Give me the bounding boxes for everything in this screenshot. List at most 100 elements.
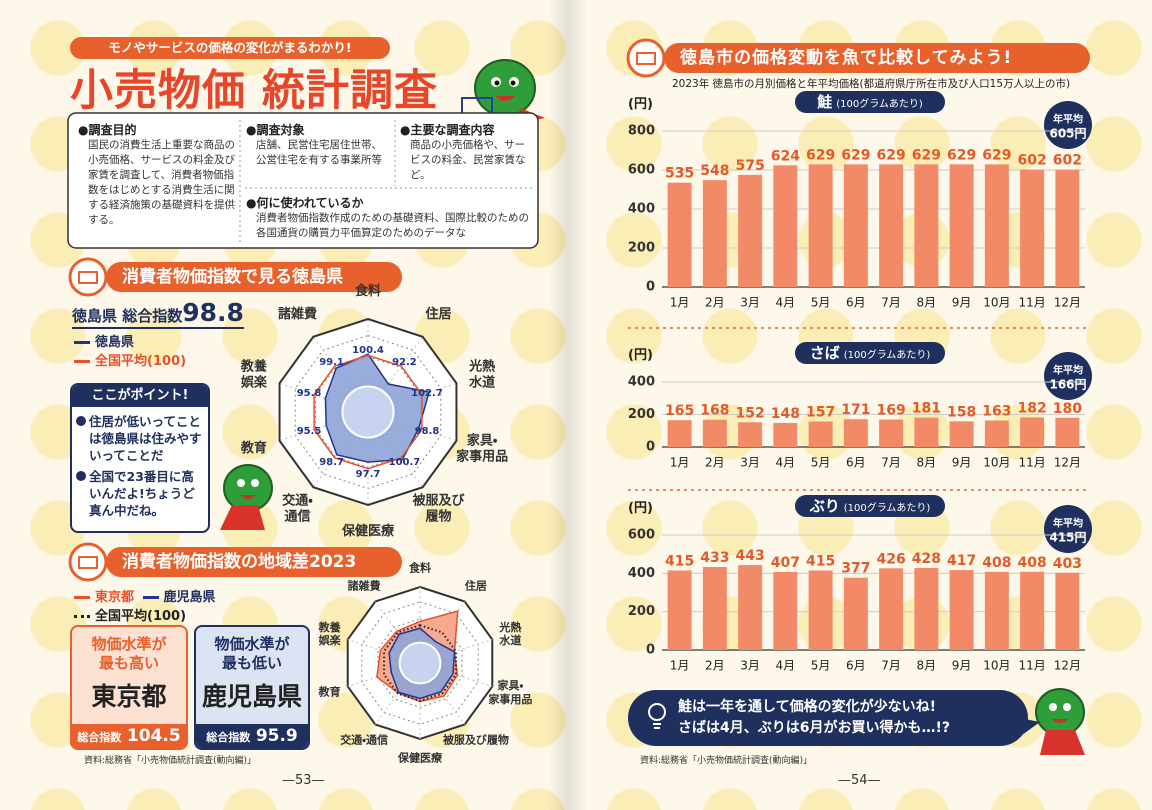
value-label: 180: [1053, 401, 1082, 417]
radar-axis-label: 交通・ 通信: [282, 493, 313, 525]
x-tick-label: 3月: [740, 296, 760, 310]
legend-label: 全国平均(100): [95, 609, 187, 624]
x-tick-label: 11月: [1018, 659, 1045, 673]
bar: [702, 419, 727, 447]
bar: [879, 164, 904, 287]
page-fold: [548, 0, 588, 810]
chart-title-text: さば: [809, 344, 840, 362]
x-tick-label: 11月: [1018, 456, 1045, 470]
value-label: 602: [1053, 153, 1082, 169]
region-card: 物価水準が 最も高い 東京都 総合指数 104.5: [70, 625, 188, 750]
page-title: 小売物価 統計調査: [70, 66, 438, 116]
chart-title: さば (100グラムあたり): [795, 342, 945, 364]
bar: [738, 565, 763, 650]
average-badge: [1044, 352, 1092, 400]
total-label: 徳島県 総合指数: [72, 307, 183, 325]
radar-value-label: 99.1: [319, 357, 344, 368]
index-value: 95.9: [255, 726, 298, 746]
radar-axis-label: 保健医療: [398, 751, 442, 765]
x-tick-label: 1月: [670, 456, 690, 470]
chart-subtitle: (100グラムあたり): [843, 350, 931, 361]
radar-axis-label: 教育: [240, 441, 267, 457]
average-label: 年平均: [1053, 114, 1083, 126]
chart-title: ぶり (100グラムあたり): [795, 495, 945, 517]
x-tick-label: 4月: [776, 456, 796, 470]
point-text: 住居が低いってことは徳島県は住みやすいってことだ: [89, 414, 202, 463]
bulb-icon: [648, 703, 666, 729]
radar-series: [313, 354, 423, 470]
value-label: 415: [806, 553, 835, 569]
page-number: —54—: [838, 773, 881, 788]
info-box: [67, 112, 539, 249]
x-tick-label: 12月: [1054, 296, 1081, 310]
average-value: 605円: [1049, 126, 1087, 141]
radar-value-label: 98.8: [415, 426, 440, 437]
x-tick-label: 3月: [740, 456, 760, 470]
point-text: 全国で23番目に高いんだよ!ちょうど真ん中だね。: [89, 469, 195, 518]
value-label: 629: [912, 147, 941, 163]
source: 資料:総務省「小売物価統計調査(動向編)」: [84, 756, 257, 766]
legend-label: 鹿児島県: [163, 590, 216, 605]
bar: [773, 165, 798, 287]
x-tick-label: 9月: [952, 659, 972, 673]
radar-value-label: 100.4: [352, 345, 384, 356]
bar: [984, 420, 1009, 447]
value-label: 168: [700, 403, 729, 419]
bar: [984, 164, 1009, 287]
y-tick-label: 0: [646, 643, 655, 658]
total-index: 徳島県 総合指数98.8: [72, 298, 244, 329]
legend-swatch: [74, 615, 90, 618]
value-label: 575: [736, 158, 765, 174]
x-tick-label: 9月: [952, 456, 972, 470]
radar-value-label: 95.8: [297, 388, 322, 399]
value-label: 157: [806, 404, 835, 420]
x-tick-label: 7月: [881, 659, 901, 673]
info-heading: ●調査対象: [246, 123, 305, 137]
bar: [914, 164, 939, 287]
bar: [702, 567, 727, 650]
value-label: 426: [877, 551, 906, 567]
x-tick-label: 6月: [846, 296, 866, 310]
basket-icon: [68, 257, 108, 297]
index-label: 総合指数: [77, 731, 122, 744]
region-card: 物価水準が 最も低い 鹿児島県 総合指数 95.9: [194, 625, 310, 750]
value-label: 158: [947, 404, 976, 420]
bar: [808, 164, 833, 287]
basket-icon: [626, 38, 666, 78]
x-tick-label: 11月: [1018, 296, 1045, 310]
value-label: 548: [700, 163, 729, 179]
value-label: 602: [1018, 153, 1047, 169]
tagline: モノやサービスの価格の変化がまるわかり!: [70, 37, 390, 59]
chart-title-text: ぶり: [809, 497, 840, 515]
info-text: 店舗、民営住宅居住世帯、公営住宅を有する事業所等: [256, 139, 382, 166]
x-tick-label: 5月: [811, 659, 831, 673]
y-tick-label: 0: [646, 440, 655, 455]
radar-axis-label: 被服及び履物: [442, 733, 509, 747]
x-tick-label: 12月: [1054, 456, 1081, 470]
info-heading: ●調査目的: [78, 123, 137, 137]
bar: [702, 180, 727, 287]
value-label: 417: [947, 553, 976, 569]
total-value: 98.8: [182, 298, 244, 327]
section-heading: 徳島市の価格変動を魚で比較してみよう!: [664, 43, 1090, 73]
x-tick-label: 10月: [983, 456, 1010, 470]
x-tick-label: 6月: [846, 659, 866, 673]
radar-axis-label: 光熱 水道: [469, 359, 496, 390]
value-label: 624: [771, 148, 800, 164]
radar-axis-label: 教養 娯楽: [318, 620, 341, 647]
x-tick-label: 8月: [917, 296, 937, 310]
x-tick-label: 5月: [811, 296, 831, 310]
bar: [738, 174, 763, 287]
radar-face: [341, 385, 395, 439]
radar-value-label: 100.7: [389, 457, 421, 468]
legend-item: 徳島県: [74, 331, 134, 350]
value-label: 408: [1018, 555, 1047, 571]
bubble-tail: [1020, 718, 1040, 735]
bar: [914, 417, 939, 447]
subtitle: 2023年 徳島市の月別価格と年平均価格(都道府県庁所在市及び人口15万人以上の…: [672, 78, 1071, 90]
bar: [949, 164, 974, 287]
bullet: [76, 471, 86, 481]
x-tick-label: 8月: [917, 659, 937, 673]
index-label: 総合指数: [206, 731, 251, 744]
